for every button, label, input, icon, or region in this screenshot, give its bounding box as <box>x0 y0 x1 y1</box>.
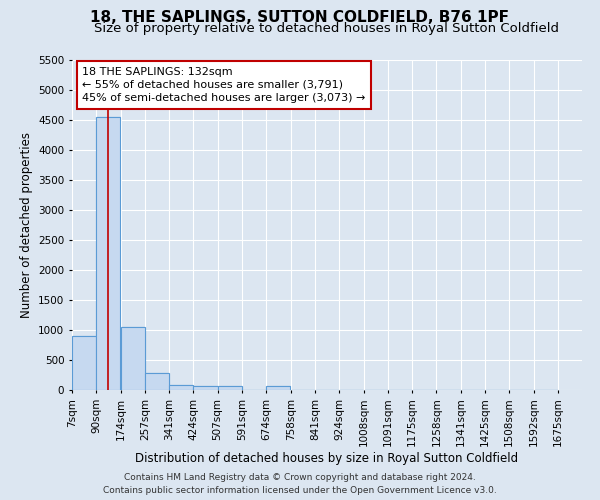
Text: 18 THE SAPLINGS: 132sqm
← 55% of detached houses are smaller (3,791)
45% of semi: 18 THE SAPLINGS: 132sqm ← 55% of detache… <box>82 66 365 103</box>
Text: 18, THE SAPLINGS, SUTTON COLDFIELD, B76 1PF: 18, THE SAPLINGS, SUTTON COLDFIELD, B76 … <box>91 10 509 25</box>
Text: Contains HM Land Registry data © Crown copyright and database right 2024.
Contai: Contains HM Land Registry data © Crown c… <box>103 474 497 495</box>
Bar <box>266 386 290 390</box>
Bar <box>72 336 96 390</box>
Title: Size of property relative to detached houses in Royal Sutton Coldfield: Size of property relative to detached ho… <box>95 22 560 35</box>
Bar <box>121 327 145 390</box>
X-axis label: Distribution of detached houses by size in Royal Sutton Coldfield: Distribution of detached houses by size … <box>136 452 518 465</box>
Bar <box>193 386 218 390</box>
Y-axis label: Number of detached properties: Number of detached properties <box>20 132 32 318</box>
Bar <box>72 336 96 390</box>
Bar <box>266 386 290 390</box>
Bar <box>218 386 242 390</box>
Bar <box>121 327 145 390</box>
Bar <box>145 372 169 390</box>
Bar <box>218 386 242 390</box>
Bar <box>96 117 121 390</box>
Bar <box>169 385 193 390</box>
Bar <box>96 117 121 390</box>
Bar <box>193 386 218 390</box>
Bar <box>145 372 169 390</box>
Bar <box>169 385 193 390</box>
